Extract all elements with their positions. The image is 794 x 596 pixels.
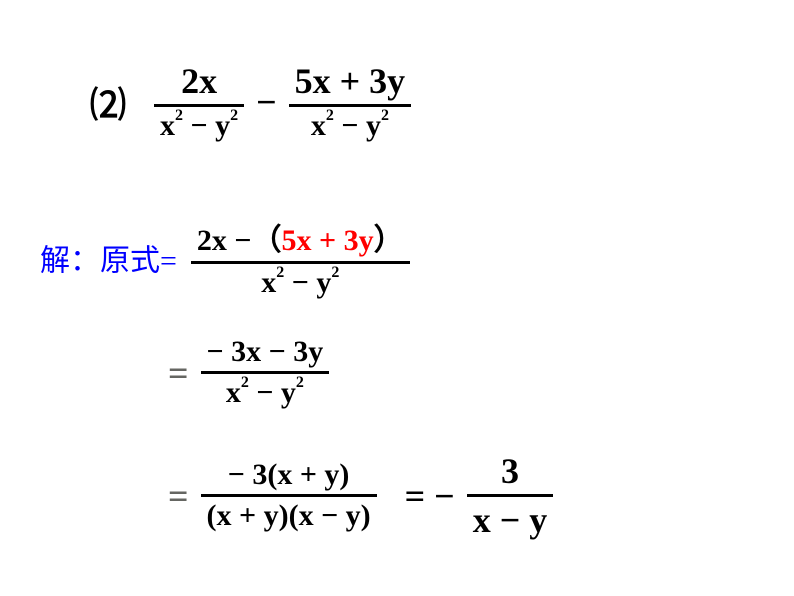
- solution-line-2: = − 3x − 3y x2 − y2: [160, 335, 329, 410]
- step3-denominator: (x + y)(x − y): [201, 499, 377, 533]
- fraction-1: 2x x2 − y2: [154, 60, 244, 143]
- equals-2: =: [160, 475, 197, 517]
- problem-line: ⑵ 2x x2 − y2 − 5x + 3y x2 − y2: [90, 60, 411, 143]
- step1-numerator: 2x −（5x + 3y）: [191, 215, 410, 259]
- step2-fraction: − 3x − 3y x2 − y2: [201, 335, 330, 410]
- final-fraction: 3 x − y: [467, 450, 554, 541]
- solution-line-3: = − 3(x + y) (x + y)(x − y) = − 3 x − y: [160, 450, 553, 541]
- problem-number: ⑵: [90, 76, 126, 128]
- step1-fraction: 2x −（5x + 3y） x2 − y2: [191, 215, 410, 300]
- equals-1: =: [160, 352, 197, 394]
- minus-operator: −: [248, 81, 285, 123]
- frac1-denominator: x2 − y2: [154, 109, 244, 143]
- frac2-numerator: 5x + 3y: [289, 60, 412, 102]
- step3-fraction: − 3(x + y) (x + y)(x − y): [201, 458, 377, 533]
- fraction-2: 5x + 3y x2 − y2: [289, 60, 412, 143]
- step2-denominator: x2 − y2: [201, 376, 330, 410]
- step3-numerator: − 3(x + y): [201, 458, 377, 492]
- solution-prefix: 解：原式=: [40, 245, 177, 278]
- step2-numerator: − 3x − 3y: [201, 335, 330, 369]
- equals-3: = −: [397, 475, 463, 517]
- final-numerator: 3: [467, 450, 554, 492]
- frac2-denominator: x2 − y2: [289, 109, 412, 143]
- final-denominator: x − y: [467, 499, 554, 541]
- step1-denominator: x2 − y2: [191, 266, 410, 300]
- frac1-numerator: 2x: [154, 60, 244, 102]
- solution-line-1: 解：原式= 2x −（5x + 3y） x2 − y2: [40, 215, 410, 300]
